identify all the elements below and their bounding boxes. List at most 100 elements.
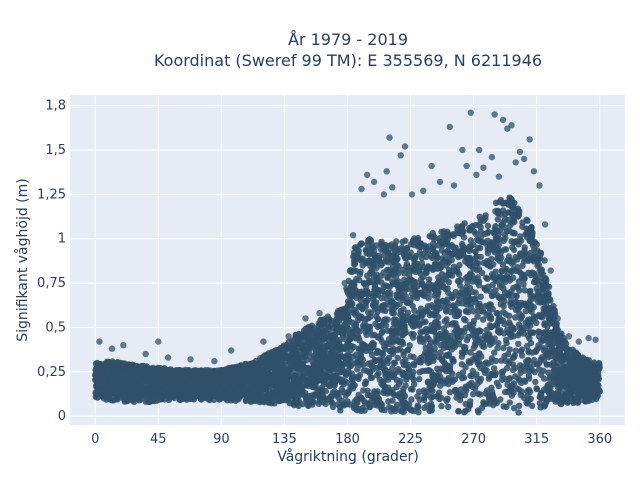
data-point (435, 320, 442, 327)
data-point (463, 301, 470, 308)
data-point (460, 374, 468, 381)
data-point (456, 230, 463, 237)
data-point (532, 378, 539, 386)
data-point (401, 288, 408, 295)
data-point (484, 222, 492, 229)
data-point (491, 365, 498, 372)
data-point (317, 367, 324, 374)
data-point (311, 336, 319, 343)
data-point (104, 369, 111, 376)
data-point (507, 321, 514, 328)
data-point (441, 330, 448, 337)
data-point (528, 308, 535, 315)
data-point (459, 249, 466, 257)
data-point (500, 330, 508, 337)
data-point (180, 382, 187, 389)
data-point (498, 267, 506, 275)
data-point (498, 221, 505, 228)
data-point (280, 374, 288, 381)
data-point (482, 212, 489, 219)
data-point (359, 262, 366, 269)
data-point (390, 320, 398, 327)
data-point (445, 267, 453, 274)
data-point (429, 254, 436, 262)
data-point (456, 296, 463, 304)
data-point (505, 216, 512, 224)
data-point (466, 246, 473, 253)
data-point (556, 349, 563, 356)
data-point (569, 372, 576, 380)
data-point (537, 250, 545, 257)
data-point (414, 393, 421, 400)
data-point (370, 262, 377, 269)
data-point (431, 380, 438, 387)
data-point (389, 365, 396, 372)
data-point (352, 351, 360, 359)
data-point (582, 397, 590, 404)
data-point (492, 287, 499, 294)
data-point (395, 366, 402, 373)
data-point (263, 353, 271, 360)
data-point (473, 260, 480, 267)
data-point (438, 247, 445, 254)
data-point (438, 402, 445, 410)
data-point (477, 391, 484, 398)
data-point (521, 287, 528, 294)
data-point (276, 397, 284, 404)
data-point (320, 333, 327, 340)
data-point (337, 327, 345, 334)
data-point (402, 405, 409, 412)
data-point (488, 355, 496, 362)
data-point (318, 317, 326, 324)
data-point (476, 300, 483, 307)
data-point (358, 240, 365, 247)
data-point (458, 222, 466, 230)
data-point (394, 346, 401, 354)
data-point (223, 367, 230, 375)
data-point (514, 213, 522, 220)
data-point (359, 255, 366, 262)
data-point (423, 325, 430, 333)
data-point (509, 361, 517, 368)
data-point (306, 353, 313, 360)
data-point (507, 221, 514, 229)
data-point (494, 255, 501, 262)
data-point (484, 250, 492, 257)
data-point (445, 303, 452, 310)
data-point (557, 357, 565, 364)
data-point (296, 380, 304, 387)
data-point (350, 249, 358, 256)
data-point (515, 340, 522, 347)
data-point (289, 337, 296, 344)
data-point (524, 317, 531, 324)
data-point (442, 308, 450, 315)
data-point (515, 332, 522, 339)
data-point (520, 281, 527, 288)
data-point (360, 367, 368, 374)
data-point (252, 397, 259, 404)
data-point (94, 359, 101, 367)
data-point (556, 399, 564, 407)
data-point (278, 391, 285, 398)
data-point (378, 322, 385, 330)
data-point (416, 369, 423, 376)
data-point (413, 294, 421, 302)
data-point (523, 342, 531, 350)
data-point (477, 293, 484, 300)
data-point (428, 302, 435, 309)
data-point (322, 358, 329, 366)
data-point (530, 329, 537, 336)
data-point (521, 255, 528, 263)
data-point (401, 392, 409, 400)
data-point (360, 387, 367, 394)
data-point (460, 349, 467, 356)
data-point (288, 379, 295, 387)
data-point (540, 375, 548, 382)
data-point (378, 238, 385, 245)
data-point (533, 385, 541, 393)
data-point (567, 353, 574, 360)
data-point (546, 304, 554, 312)
data-point (329, 403, 337, 411)
data-point (368, 363, 376, 370)
data-point (400, 385, 407, 393)
